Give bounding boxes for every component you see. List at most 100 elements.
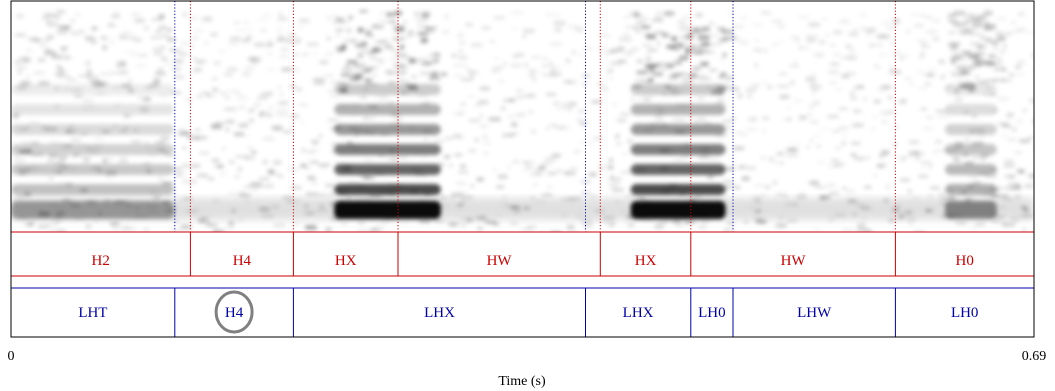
spectrogram-speckle [327, 119, 339, 122]
spectrogram-speckle [404, 35, 412, 38]
spectrogram-speckle [622, 34, 631, 37]
harmonic-band [945, 124, 997, 135]
spectrogram-speckle [359, 48, 369, 53]
spectrogram-speckle [746, 89, 756, 92]
spectrogram-speckle [900, 178, 910, 182]
spectrogram-speckle [177, 131, 190, 135]
spectrogram-speckle [778, 72, 787, 75]
spectrogram-speckle [192, 57, 197, 60]
spectrogram-speckle [733, 25, 744, 28]
spectrogram-speckle [819, 195, 831, 199]
harmonic-band [630, 124, 726, 135]
spectrogram-speckle [918, 87, 928, 90]
spectrogram-speckle [507, 165, 512, 169]
spectrogram-speckle [369, 35, 375, 39]
spectrogram-speckle [318, 134, 322, 138]
spectrogram-speckle [881, 85, 892, 89]
spectrogram-speckle [723, 180, 733, 183]
spectrogram-speckle [549, 72, 562, 76]
spectrogram-speckle [210, 32, 218, 37]
spectrogram-speckle [1000, 134, 1008, 137]
spectrogram-speckle [1004, 160, 1014, 163]
spectral-energy [956, 65, 964, 70]
spectrogram-speckle [972, 156, 983, 160]
spectral-energy [174, 75, 185, 79]
spectrogram-speckle [337, 81, 345, 84]
spectrogram-speckle [553, 102, 560, 105]
spectrogram-speckle [777, 85, 789, 88]
spectrogram-speckle [498, 79, 505, 84]
spectral-energy [58, 74, 70, 78]
spectrogram-speckle [259, 113, 263, 118]
spectrogram-speckle [844, 72, 856, 76]
spectrogram-speckle [201, 18, 213, 22]
spectrogram-speckle [682, 16, 691, 20]
spectrogram-speckle [940, 75, 945, 79]
spectrogram-speckle [237, 96, 249, 100]
spectrogram-speckle [87, 71, 92, 76]
spectrogram-speckle [715, 101, 727, 106]
spectrogram-speckle [287, 168, 299, 171]
spectrogram-speckle [378, 154, 386, 157]
spectrogram-speckle [1008, 139, 1016, 141]
spectrogram-speckle [608, 183, 618, 187]
spectral-energy [367, 51, 376, 55]
spectrogram-speckle [1003, 194, 1008, 197]
spectrogram-speckle [710, 43, 721, 46]
spectrogram-speckle [655, 118, 664, 122]
spectrogram-speckle [796, 39, 800, 43]
spectrogram-speckle [611, 49, 624, 53]
spectrogram-speckle [1014, 151, 1023, 154]
spectrogram-speckle [460, 102, 466, 106]
spectral-energy [692, 51, 704, 55]
spectrogram-speckle [195, 129, 200, 132]
spectrogram-speckle [498, 174, 508, 179]
spectrogram-speckle [343, 75, 348, 78]
spectrogram-speckle [981, 24, 988, 28]
spectral-energy [145, 86, 152, 89]
spectrogram-speckle [948, 30, 956, 35]
spectrogram-speckle [1022, 228, 1026, 232]
spectrogram-speckle [850, 89, 858, 92]
spectrogram-speckle [999, 50, 1006, 53]
spectrogram-speckle [227, 67, 238, 72]
spectral-energy [365, 31, 372, 36]
spectral-energy [158, 67, 163, 71]
spectrogram-speckle [1004, 223, 1016, 227]
spectrogram-speckle [891, 51, 902, 55]
spectrogram-speckle [263, 184, 274, 188]
spectrogram-speckle [310, 139, 320, 142]
spectrogram-speckle [13, 154, 20, 157]
spectrogram-speckle [1032, 148, 1034, 151]
spectral-energy [357, 53, 364, 58]
spectrogram-speckle [271, 125, 283, 130]
spectrogram-speckle [522, 34, 527, 39]
spectrogram-speckle [805, 77, 816, 81]
spectrogram-speckle [720, 56, 727, 60]
spectrogram-speckle [248, 118, 254, 123]
spectrogram-speckle [100, 36, 108, 40]
spectrogram-speckle [326, 52, 335, 55]
spectrogram-speckle [426, 60, 437, 64]
spectrogram-speckle [218, 49, 226, 52]
spectrogram-speckle [121, 31, 132, 34]
spectral-energy [708, 69, 718, 72]
spectral-energy [167, 37, 176, 42]
spectrogram-speckle [545, 127, 551, 130]
spectral-energy [377, 59, 385, 63]
spectrogram-speckle [188, 16, 199, 20]
spectrogram-speckle [615, 136, 619, 139]
spectrogram-speckle [529, 74, 536, 78]
spectral-energy [44, 49, 52, 52]
spectrogram-speckle [15, 33, 26, 37]
spectrogram-speckle [979, 34, 985, 38]
spectrogram-speckle [914, 155, 921, 160]
spectrogram-speckle [562, 103, 567, 107]
spectrogram-speckle [582, 223, 593, 228]
spectral-energy [46, 19, 52, 23]
spectrogram-speckle [593, 137, 604, 140]
spectrogram-speckle [307, 150, 314, 154]
spectrogram-speckle [510, 221, 518, 226]
spectrogram-speckle [724, 76, 734, 81]
spectrogram-speckle [55, 220, 62, 223]
